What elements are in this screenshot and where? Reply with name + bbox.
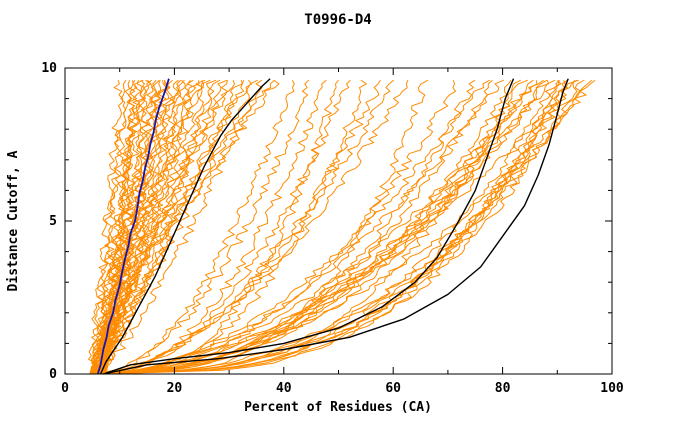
model-curve (99, 79, 579, 375)
chart-title: T0996-D4 (304, 12, 371, 28)
highlight-model-right (103, 78, 569, 375)
model-curve (91, 79, 310, 375)
x-tick-label: 0 (61, 381, 69, 396)
axes-layer: 0 20 40 60 80 100 0 5 10 (41, 61, 624, 396)
y-tick-label: 5 (49, 214, 57, 229)
x-tick-label: 80 (495, 381, 511, 396)
model-curve (104, 79, 493, 375)
x-tick-label: 100 (600, 381, 624, 396)
model-curve (91, 79, 339, 375)
model-curve (97, 80, 568, 375)
reference-model-blue (96, 78, 170, 375)
highlight-model-left (99, 78, 271, 375)
model-curve (104, 79, 327, 375)
model-curve (90, 79, 205, 375)
model-curve (95, 79, 258, 375)
model-curve (91, 80, 145, 375)
model-curve (101, 80, 235, 375)
model-curve (95, 79, 179, 375)
model-curve (97, 79, 295, 375)
model-curve (98, 79, 263, 375)
model-curve (99, 80, 560, 375)
model-curve (94, 79, 160, 375)
x-tick-label: 60 (385, 381, 401, 396)
model-curve (95, 79, 568, 375)
model-curve (101, 80, 457, 375)
model-curve (95, 79, 504, 375)
y-tick-label: 0 (49, 367, 57, 382)
model-curve (100, 79, 490, 375)
y-tick-label: 10 (41, 61, 57, 76)
curves-layer (88, 78, 596, 375)
model-curve (97, 79, 521, 375)
model-curve (95, 80, 228, 375)
model-curve (105, 79, 351, 375)
model-curve (89, 79, 409, 375)
model-curve (99, 79, 528, 375)
y-axis-label: Distance Cutoff, A (6, 150, 21, 291)
model-curve (88, 80, 134, 375)
x-tick-label: 40 (276, 381, 292, 396)
x-tick-label: 20 (167, 381, 183, 396)
model-curve (99, 79, 280, 375)
model-curve (102, 79, 548, 375)
highlight-model-mid (103, 78, 515, 375)
model-curve (94, 79, 556, 375)
model-curve (103, 79, 429, 375)
x-axis-label: Percent of Residues (CA) (244, 400, 432, 415)
model-curve (102, 79, 593, 375)
